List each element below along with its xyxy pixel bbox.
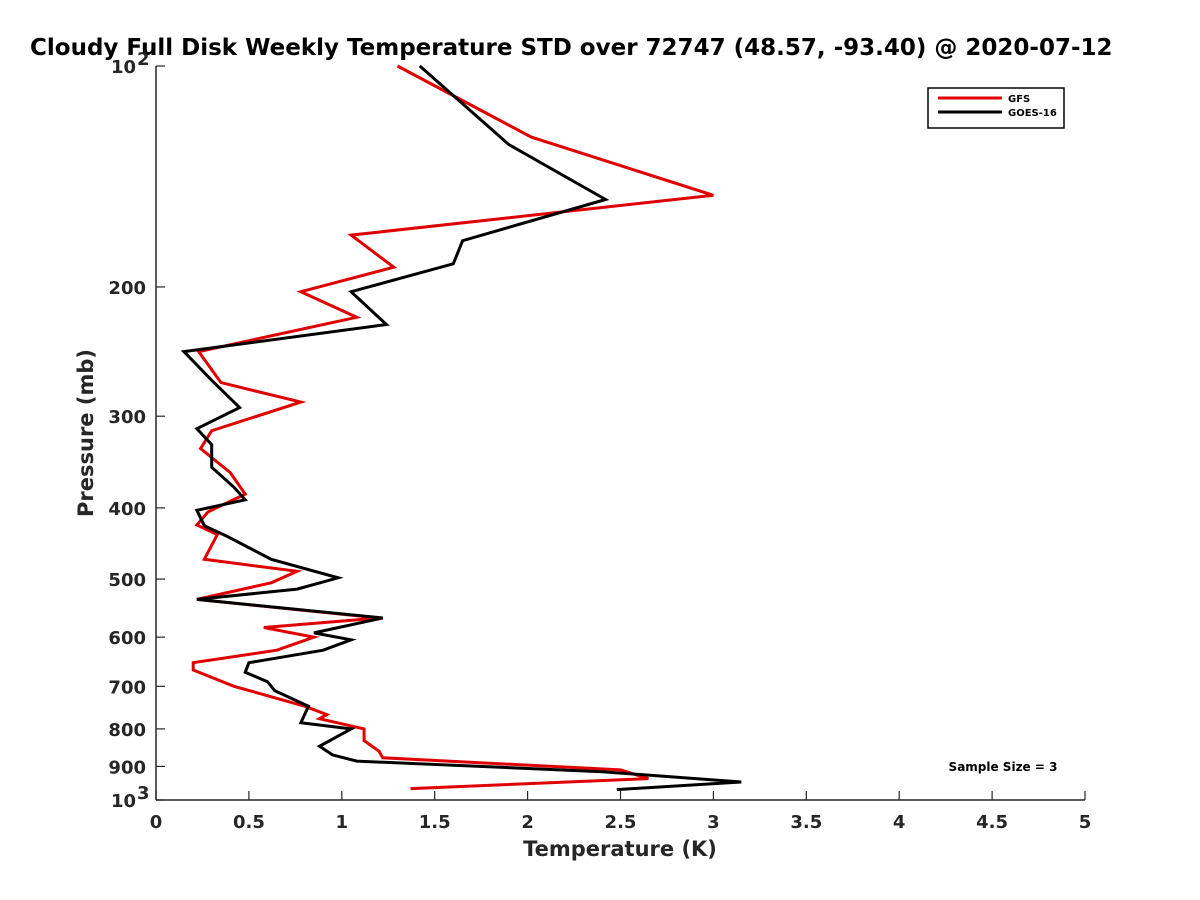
x-tick-label: 4.5 bbox=[976, 812, 1008, 833]
y-tick-label: 900 bbox=[108, 757, 146, 778]
x-tick-label: 3.5 bbox=[790, 812, 822, 833]
legend: GFS GOES-16 bbox=[927, 87, 1065, 129]
y-tick-label: 500 bbox=[108, 570, 146, 591]
x-tick-label: 0.5 bbox=[233, 812, 265, 833]
y-tick-label: 400 bbox=[108, 499, 146, 520]
x-tick-label: 5 bbox=[1079, 812, 1092, 833]
series-layer bbox=[180, 64, 742, 792]
series-line-goes-16 bbox=[180, 64, 742, 792]
legend-label: GFS bbox=[1008, 94, 1030, 105]
chart-title: Cloudy Full Disk Weekly Temperature STD … bbox=[30, 35, 1113, 61]
x-tick-label: 2 bbox=[521, 812, 534, 833]
x-tick-label: 1.5 bbox=[419, 812, 451, 833]
tick-layer: 0 0.5 1 1.5 2 2.5 3 3.5 4 4.5 510 22003004005006007… bbox=[108, 49, 1091, 833]
x-tick-label: 3 bbox=[707, 812, 720, 833]
axes bbox=[155, 66, 1085, 801]
y-tick-label: 10 bbox=[111, 57, 136, 78]
y-tick-label: 800 bbox=[108, 720, 146, 741]
series-line-gfs bbox=[191, 64, 714, 791]
y-tick-label: 300 bbox=[108, 407, 146, 428]
y-tick-label: 200 bbox=[108, 278, 146, 299]
y-axis-title: Pressure (mb) bbox=[74, 349, 98, 517]
y-tick-label: 600 bbox=[108, 628, 146, 649]
y-tick-label: 700 bbox=[108, 677, 146, 698]
y-tick-exponent: 3 bbox=[137, 783, 150, 804]
x-tick-label: 2.5 bbox=[605, 812, 637, 833]
x-axis-title: Temperature (K) bbox=[523, 837, 717, 861]
x-tick-label: 0 bbox=[150, 812, 163, 833]
legend-label: GOES-16 bbox=[1008, 108, 1057, 119]
y-tick-exponent: 2 bbox=[137, 49, 150, 70]
y-tick-label: 10 bbox=[111, 791, 136, 812]
x-tick-label: 4 bbox=[893, 812, 906, 833]
x-tick-label: 1 bbox=[336, 812, 349, 833]
legend-box bbox=[927, 87, 1065, 129]
sample-size-annotation: Sample Size = 3 bbox=[949, 760, 1058, 774]
